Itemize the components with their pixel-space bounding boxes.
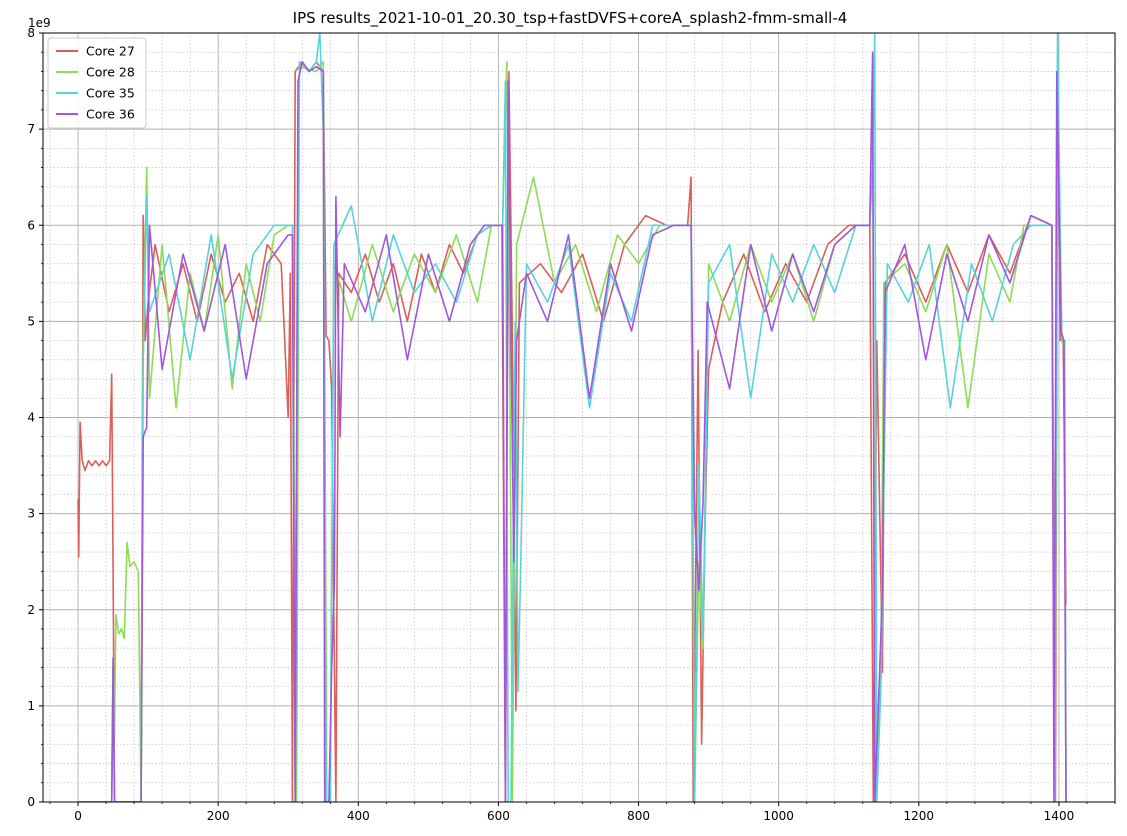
y-axis-ticks: 0 1 2 3 4 5 6 7 8	[27, 26, 43, 809]
x-tick-label: 200	[207, 809, 230, 823]
series-line-core-35	[78, 33, 1067, 802]
x-axis-ticks: 0 200 400 600 800 1000 1200 1400	[49, 802, 1116, 823]
chart-title: IPS results_2021-10-01_20.30_tsp+fastDVF…	[293, 9, 848, 28]
legend-label: Core 35	[86, 86, 135, 101]
y-tick-label: 1	[27, 699, 35, 713]
series-line-core-36	[78, 51, 1067, 802]
y-tick-label: 4	[27, 411, 35, 425]
legend-label: Core 27	[86, 44, 135, 59]
y-axis-offset-label: 1e9	[28, 16, 51, 30]
y-tick-label: 5	[27, 314, 35, 328]
x-tick-label: 400	[347, 809, 370, 823]
y-tick-label: 7	[27, 122, 35, 136]
x-tick-label: 800	[627, 809, 650, 823]
legend: Core 27 Core 28 Core 35 Core 36	[47, 37, 147, 129]
x-tick-label: 1000	[763, 809, 794, 823]
legend-label: Core 28	[86, 65, 135, 80]
x-tick-label: 1200	[904, 809, 935, 823]
x-tick-label: 600	[487, 809, 510, 823]
legend-box	[47, 37, 147, 129]
series-layer	[77, 33, 1067, 802]
x-tick-label: 1400	[1044, 809, 1075, 823]
x-tick-label: 0	[74, 809, 82, 823]
y-tick-label: 2	[27, 603, 35, 617]
y-tick-label: 3	[27, 507, 35, 521]
y-tick-label: 0	[27, 795, 35, 809]
y-tick-label: 6	[27, 218, 35, 232]
legend-label: Core 36	[86, 107, 135, 122]
y-tick-label: 8	[27, 26, 35, 40]
